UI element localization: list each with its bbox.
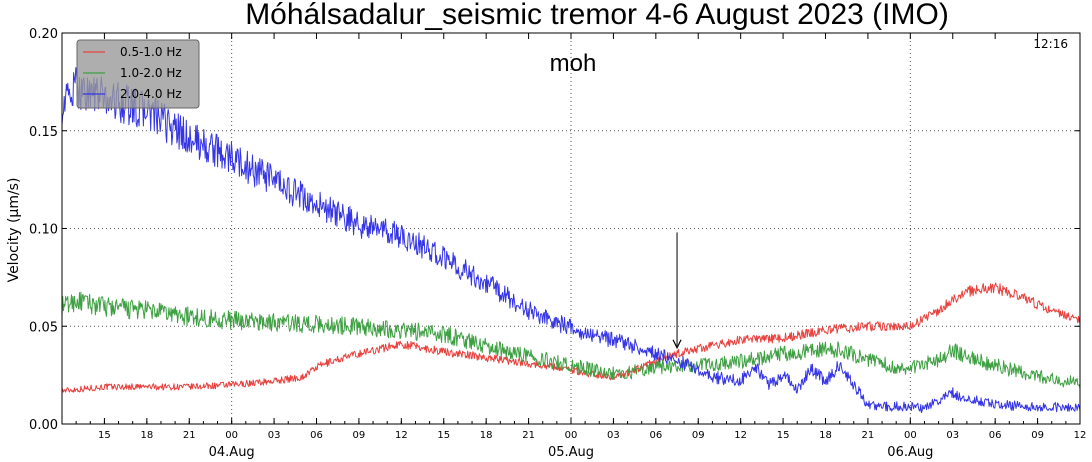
x-tick-label: 03: [607, 430, 620, 441]
x-tick-label: 09: [692, 430, 705, 441]
x-tick-label: 03: [946, 430, 959, 441]
legend-entry: 0.5-1.0 Hz: [120, 45, 182, 59]
date-label: 06.Aug: [887, 445, 933, 460]
x-tick-label: 03: [268, 430, 281, 441]
x-tick-label: 06: [649, 430, 662, 441]
series-line: [61, 67, 1081, 414]
x-tick-label: 21: [183, 430, 196, 441]
arrow-head: [672, 339, 682, 350]
timestamp-label: 12:16: [1033, 37, 1068, 51]
x-tick-label: 09: [1031, 430, 1044, 441]
y-axis-title: Velocity (μm/s): [6, 178, 22, 283]
x-tick-label: 21: [862, 430, 875, 441]
x-tick-label: 00: [565, 430, 578, 441]
x-tick-label: 15: [777, 430, 790, 441]
axes: 04.Aug 05.Aug 06.Aug 0.00 0.05 0.10 0.15 0.20 15…: [29, 27, 1086, 460]
x-tick-label: 12: [395, 430, 408, 441]
x-tick-label: 21: [522, 430, 535, 441]
x-tick-label: 06: [310, 430, 323, 441]
x-tick-label: 18: [819, 430, 832, 441]
series-lines: [61, 67, 1081, 414]
chart-title: Móhálsadalur_seismic tremor 4-6 August 2…: [245, 0, 949, 31]
date-label: 04.Aug: [209, 445, 255, 460]
annotation: [672, 232, 682, 350]
x-tick-label: 06: [989, 430, 1002, 441]
legend-entry: 1.0-2.0 Hz: [120, 66, 182, 80]
legend-entry: 2.0-4.0 Hz: [120, 87, 182, 101]
x-tick-label: 12: [1074, 430, 1087, 441]
series-line: [61, 291, 1081, 389]
date-label: 05.Aug: [548, 445, 594, 460]
x-tick-label: 12: [734, 430, 747, 441]
legend: 0.5-1.0 Hz 1.0-2.0 Hz 2.0-4.0 Hz: [76, 39, 200, 109]
x-tick-label: 18: [480, 430, 493, 441]
x-tick-label: 18: [140, 430, 153, 441]
y-tick-label: 0.05: [29, 320, 58, 335]
x-tick-label: 00: [904, 430, 917, 441]
y-tick-label: 0.20: [29, 27, 58, 42]
x-tick-label: 15: [98, 430, 111, 441]
y-tick-label: 0.15: [29, 125, 58, 140]
x-tick-label: 09: [353, 430, 366, 441]
x-tick-label: 15: [437, 430, 450, 441]
x-tick-label: 00: [225, 430, 238, 441]
y-tick-label: 0.10: [29, 223, 58, 238]
station-label: moh: [550, 50, 597, 77]
y-axis-label: Velocity (μm/s): [6, 178, 22, 283]
legend-box: [76, 39, 200, 109]
series-line: [61, 282, 1081, 394]
y-tick-label: 0.00: [29, 418, 58, 433]
